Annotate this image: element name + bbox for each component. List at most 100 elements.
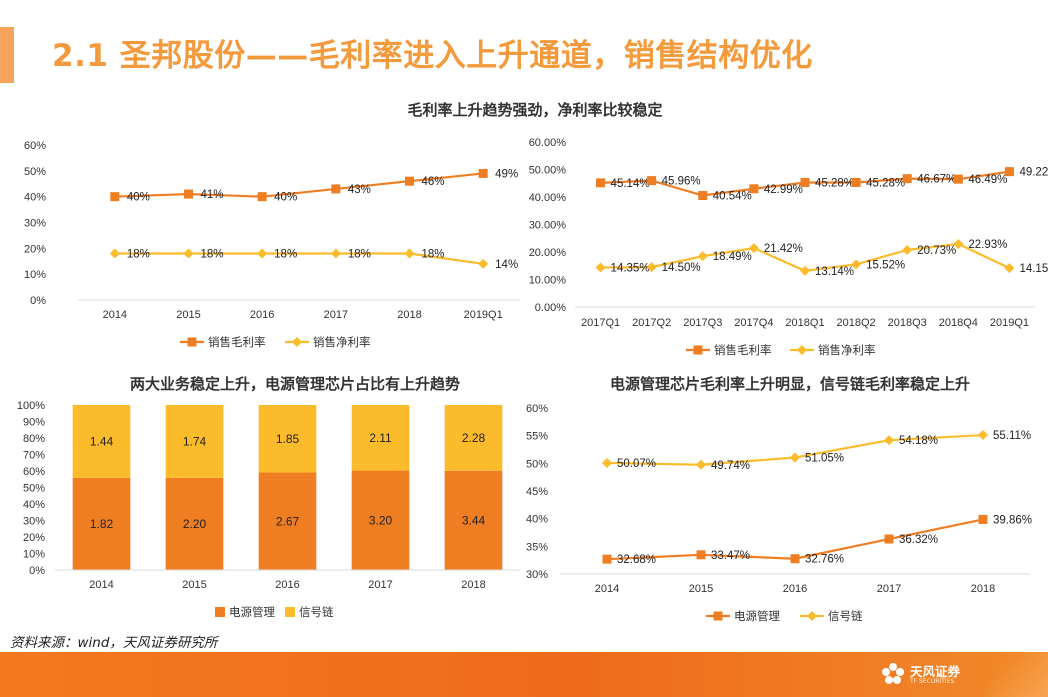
annual_margins-legend-1-text: 销售净利率 [313,335,371,349]
annual_margins-series-0-point-3 [331,184,341,194]
annual_margins-series-1-label-4: 18% [422,249,445,261]
quarterly_margins-ytick-1: 10.00% [529,275,567,287]
page-title: 2.1 圣邦股份——毛利率进入上升通道，销售结构优化 [52,38,813,74]
segment_margins-xtick-3: 2017 [877,583,901,595]
quarterly_margins-xtick-8: 2019Q1 [990,317,1029,329]
business_mix-ytick-0: 0% [29,565,45,577]
annual_margins-ytick-6: 60% [24,140,46,152]
quarterly_margins-series-0-label-6: 46.67% [917,174,956,186]
business_mix-ytick-3: 30% [23,516,45,528]
business_mix-ytick-6: 60% [23,466,45,478]
annual_margins-series-0-label-5: 49% [495,168,518,180]
annual_margins-series-1-label-5: 14% [495,259,518,271]
business_mix-ytick-7: 70% [23,450,45,462]
quarterly_margins-series-0-point-8 [1004,167,1014,177]
segment_margins-xtick-0: 2014 [595,583,619,595]
business_mix-legend-1-text: 信号链 [299,605,334,619]
segment_margins-series-0-label-1: 33.47% [711,550,750,562]
annual_margins-series-1-point-1 [183,248,194,259]
quarterly_margins-series-1-label-6: 20.73% [917,245,956,257]
quarterly_margins-ytick-2: 20.00% [529,247,567,259]
source-note: 资料来源：wind，天风证券研究所 [10,635,218,651]
quarterly_margins-series-0-point-6 [902,174,912,184]
segment_margins-series-0-point-2 [790,554,800,564]
quarterly_margins-series-1-label-0: 14.35% [611,263,650,275]
business_mix-xtick-2: 2016 [275,579,299,591]
quarterly_margins-series-1-label-7: 22.93% [968,239,1007,251]
section-title-bottom-right: 电源管理芯片毛利率上升明显，信号链毛利率稳定上升 [609,375,970,393]
quarterly_margins-series-0-label-7: 46.49% [968,174,1007,186]
annual_margins-series-1-label-3: 18% [348,249,371,261]
annual_margins-series-0-point-2 [257,192,267,202]
quarterly_margins-xtick-4: 2018Q1 [785,317,824,329]
quarterly_margins-xtick-2: 2017Q3 [683,317,722,329]
annual_margins-xtick-1: 2015 [176,309,200,321]
quarterly_margins-series-0-label-3: 42.99% [764,184,803,196]
quarterly_margins-series-1-point-7 [953,238,964,249]
business_mix-xtick-4: 2018 [461,579,485,591]
business_mix-bar-label-0-4: 3.44 [462,513,486,527]
quarterly_margins-series-0-point-2 [698,191,708,201]
quarterly_margins-series-1-point-2 [697,251,708,262]
segment_margins-series-1-point-0 [602,457,612,468]
quarterly_margins-series-0-point-0 [596,178,606,188]
segment_margins-legend-0-marker [713,611,723,621]
annual_margins-series-1-label-1: 18% [201,249,224,261]
footer-decoration [985,652,1048,697]
quarterly_margins-series-1-point-4 [800,265,810,276]
annual_margins-series-1-line [114,252,484,265]
segment_margins-series-0-point-3 [884,534,894,544]
annual_margins-xtick-2: 2016 [250,309,274,321]
quarterly_margins-series-1-point-8 [1004,263,1015,274]
business_mix-bar-label-1-2: 1.85 [276,432,300,446]
business_mix-legend-0-swatch [215,607,225,617]
business_mix-bar-label-1-4: 2.28 [462,431,486,445]
quarterly_margins-series-0-label-2: 40.54% [713,191,752,203]
annual_margins-ytick-1: 10% [24,269,46,281]
business_mix-bar-0-4 [444,470,503,570]
charts-canvas: 0% 10% 20% 30% 40% 50% 60% 2014 2015 2016 2017 2018… [17,137,1048,623]
footer-logo: 天风证券 TF SECURITIES [880,659,990,691]
logo-text: 天风证券 [910,664,961,679]
quarterly_margins-series-1-label-4: 13.14% [815,266,854,278]
business_mix-ytick-9: 90% [23,417,45,429]
segment_margins-series-1-label-0: 50.07% [617,458,656,470]
segment_margins-ytick-4: 50% [526,458,548,470]
annual_margins-xtick-0: 2014 [103,309,127,321]
annual_margins-xtick-5: 2019Q1 [464,309,503,321]
quarterly_margins-series-0-point-5 [851,177,861,187]
segment_margins-series-1-label-3: 54.18% [899,435,938,447]
footer-bar [0,652,1048,697]
quarterly_margins-xtick-0: 2017Q1 [581,317,620,329]
business_mix-bar-label-0-2: 2.67 [276,514,300,528]
quarterly_margins-series-1-label-8: 14.15% [1019,263,1048,275]
annual_margins-ytick-5: 50% [24,166,46,178]
quarterly_margins-ytick-6: 60.00% [529,137,567,149]
quarterly_margins-series-1-label-3: 21.42% [764,243,803,255]
segment_margins-series-0-point-0 [602,554,612,564]
business_mix-ytick-8: 80% [23,433,45,445]
quarterly_margins-legend-1-marker [797,345,807,355]
annual_margins-xtick-4: 2018 [397,309,421,321]
business_mix-ytick-10: 100% [17,400,45,412]
quarterly_margins-xtick-6: 2018Q3 [888,317,927,329]
quarterly_margins-ytick-5: 50.00% [529,165,567,177]
annual_margins-legend-0-marker [187,337,197,347]
quarterly_margins-series-0-label-0: 45.14% [611,178,650,190]
segment_margins-series-1-point-2 [790,452,800,463]
segment_margins-series-0-point-1 [696,550,706,560]
segment_margins-series-0-label-3: 36.32% [899,534,938,546]
segment_margins-ytick-5: 55% [526,431,548,443]
segment_margins-series-0-label-2: 32.76% [805,554,844,566]
segment_margins-ytick-0: 30% [526,569,548,581]
business_mix-bar-1-0 [72,405,131,478]
business_mix-xtick-0: 2014 [89,579,113,591]
title-accent-bar [0,27,14,83]
segment_margins-ytick-6: 60% [526,403,548,415]
segment_margins-legend-1-text: 信号链 [828,609,863,623]
annual_margins-series-0-label-3: 43% [348,184,371,196]
business_mix-bar-label-0-3: 3.20 [369,513,393,527]
quarterly_margins-xtick-7: 2018Q4 [939,317,978,329]
quarterly_margins-series-1-point-0 [595,262,606,273]
annual_margins-series-0-label-1: 41% [201,189,224,201]
